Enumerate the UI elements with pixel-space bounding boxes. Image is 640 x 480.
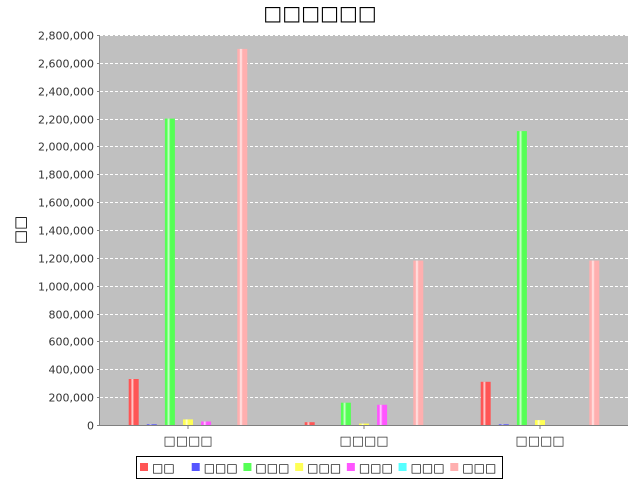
bar-highlight: [500, 424, 505, 425]
y-tick-label: 800,000: [49, 309, 95, 322]
legend-swatch: [243, 463, 252, 471]
legend-swatch: [191, 463, 200, 471]
legend-label: □□□: [204, 461, 238, 475]
bar-highlight: [482, 381, 487, 425]
y-tick-label: 1,800,000: [38, 169, 94, 182]
x-tick-label: □□□□: [515, 434, 564, 449]
x-tick-label: □□□□: [339, 434, 388, 449]
y-tick-label: 2,200,000: [38, 114, 94, 127]
y-tick-label: 2,600,000: [38, 58, 94, 71]
bar-highlight: [148, 424, 153, 425]
y-tick-label: 1,200,000: [38, 253, 94, 266]
y-axis-ticks: 0 200,000 400,000 600,000 800,000 1,000,000 1,…: [38, 30, 100, 433]
y-tick-label: 200,000: [49, 392, 95, 405]
y-tick-label: 2,400,000: [38, 86, 94, 99]
bar-highlight: [239, 48, 243, 426]
y-tick-label: 1,400,000: [38, 225, 94, 238]
legend-swatch: [398, 463, 407, 471]
legend: □□ □□□ □□□ □□□ □□□ □□□ □□□: [136, 456, 503, 479]
y-tick-label: 1,000,000: [38, 281, 94, 294]
bar-highlight: [166, 118, 171, 425]
y-tick-label: 400,000: [49, 364, 95, 377]
bar-highlight: [379, 404, 383, 425]
legend-label: □□□: [255, 461, 289, 475]
legend-swatch: [140, 463, 148, 471]
bar-highlight: [185, 419, 189, 425]
y-tick-label: 2,800,000: [38, 30, 94, 43]
legend-label: □□□: [307, 461, 341, 475]
legend-swatch: [346, 463, 355, 471]
bar-highlight: [518, 131, 523, 425]
y-tick-label: 2,000,000: [38, 141, 94, 154]
y-tick-label: 0: [87, 420, 94, 433]
y-tick-label: 1,600,000: [38, 197, 94, 210]
bar-highlight: [415, 260, 419, 425]
y-tick-label: 600,000: [49, 336, 95, 349]
legend-label: □□□: [411, 461, 445, 475]
bar-highlight: [342, 402, 347, 425]
legend-swatch: [450, 463, 459, 471]
legend-label: □□□: [462, 461, 496, 475]
y-axis-label: □□: [11, 216, 29, 244]
bar-highlight: [537, 420, 541, 425]
plot-area: [100, 35, 628, 425]
legend-label: □□: [152, 461, 175, 475]
legend-label: □□□: [359, 461, 393, 475]
bars-group: [128, 48, 600, 426]
x-axis-ticks: □□□□ □□□□ □□□□: [163, 425, 565, 449]
chart-title: □□□□□□: [263, 1, 376, 25]
bar-highlight: [306, 422, 311, 425]
bar-highlight: [361, 423, 365, 425]
legend-swatch: [295, 463, 304, 471]
bar-highlight: [130, 379, 135, 425]
bar-highlight: [591, 260, 595, 425]
x-tick-label: □□□□: [163, 434, 212, 449]
bar-highlight: [203, 421, 207, 425]
legend-box: [136, 456, 503, 479]
gridlines: [100, 35, 628, 398]
